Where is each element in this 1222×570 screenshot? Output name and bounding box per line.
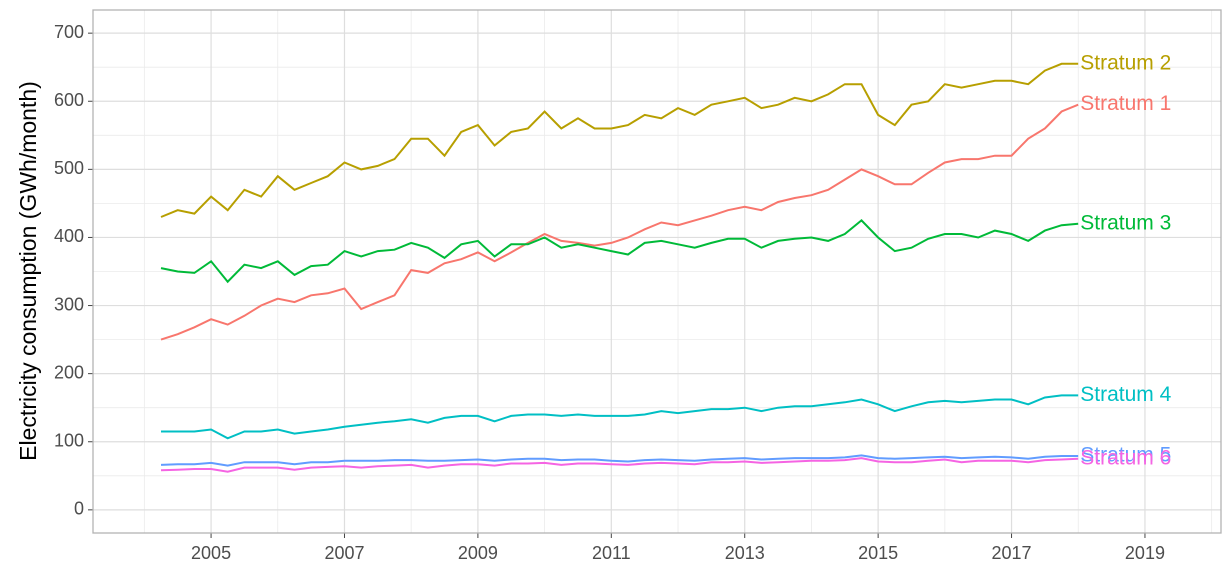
series-label: Stratum 2 (1080, 51, 1171, 74)
x-tick-label: 2005 (191, 543, 231, 563)
series-line (160, 454, 1079, 467)
series-label: Stratum 4 (1080, 383, 1171, 406)
series-line (160, 219, 1079, 284)
x-tick-label: 2009 (458, 543, 498, 563)
series-line (160, 103, 1079, 341)
series-line (160, 457, 1079, 473)
series-line (161, 394, 1079, 440)
series-label: Stratum 6 (1080, 446, 1171, 469)
panel-border (92, 9, 1222, 534)
y-tick-label: 600 (54, 90, 84, 110)
x-tick-label: 2019 (1125, 543, 1165, 563)
y-tick-label: 100 (54, 430, 84, 450)
x-tick-label: 2007 (324, 543, 364, 563)
series-line (160, 62, 1079, 218)
y-tick-label: 700 (54, 22, 84, 42)
y-tick-label: 500 (54, 158, 84, 178)
x-tick-label: 2015 (858, 543, 898, 563)
y-tick-label: 300 (54, 294, 84, 314)
series-label: Stratum 1 (1080, 92, 1171, 115)
y-tick-label: 200 (54, 362, 84, 382)
y-axis-label: Electricity consumption (GWh/month) (15, 81, 41, 461)
y-tick-label: 400 (54, 226, 84, 246)
x-tick-label: 2017 (992, 543, 1032, 563)
x-tick-label: 2013 (725, 543, 765, 563)
y-tick-label: 0 (74, 499, 84, 519)
series-label: Stratum 3 (1080, 211, 1171, 234)
x-tick-label: 2011 (592, 543, 631, 563)
series-label: Stratum 5 (1080, 444, 1171, 467)
